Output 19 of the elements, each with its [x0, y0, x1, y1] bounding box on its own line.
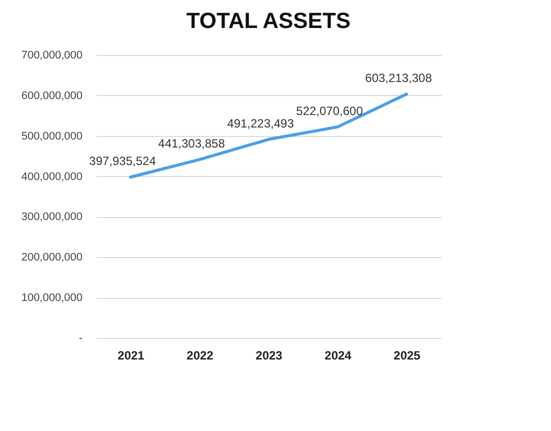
- y-tick-label: 500,000,000: [21, 130, 82, 142]
- y-tick-label: 400,000,000: [21, 170, 82, 183]
- y-tick-label: 700,000,000: [21, 50, 82, 62]
- chart-title: TOTAL ASSETS: [186, 8, 351, 33]
- y-tick-label: 300,000,000: [21, 211, 82, 224]
- y-tick-label: 100,000,000: [21, 292, 82, 304]
- data-label: 603,213,308: [365, 71, 432, 86]
- x-tick-label: 2025: [394, 348, 421, 362]
- y-tick-label: 200,000,000: [21, 252, 82, 264]
- data-label: 397,935,524: [89, 154, 156, 168]
- x-tick-label: 2021: [118, 348, 145, 362]
- x-tick-label: 2023: [256, 348, 283, 362]
- y-tick-label: -: [78, 332, 83, 344]
- x-tick-label: 2024: [324, 348, 352, 362]
- x-tick-label: 2022: [186, 348, 214, 362]
- data-label: 491,223,493: [227, 116, 294, 130]
- data-label: 441,303,858: [158, 136, 226, 151]
- y-tick-label: 600,000,000: [21, 90, 82, 102]
- data-label: 522,070,600: [296, 104, 364, 118]
